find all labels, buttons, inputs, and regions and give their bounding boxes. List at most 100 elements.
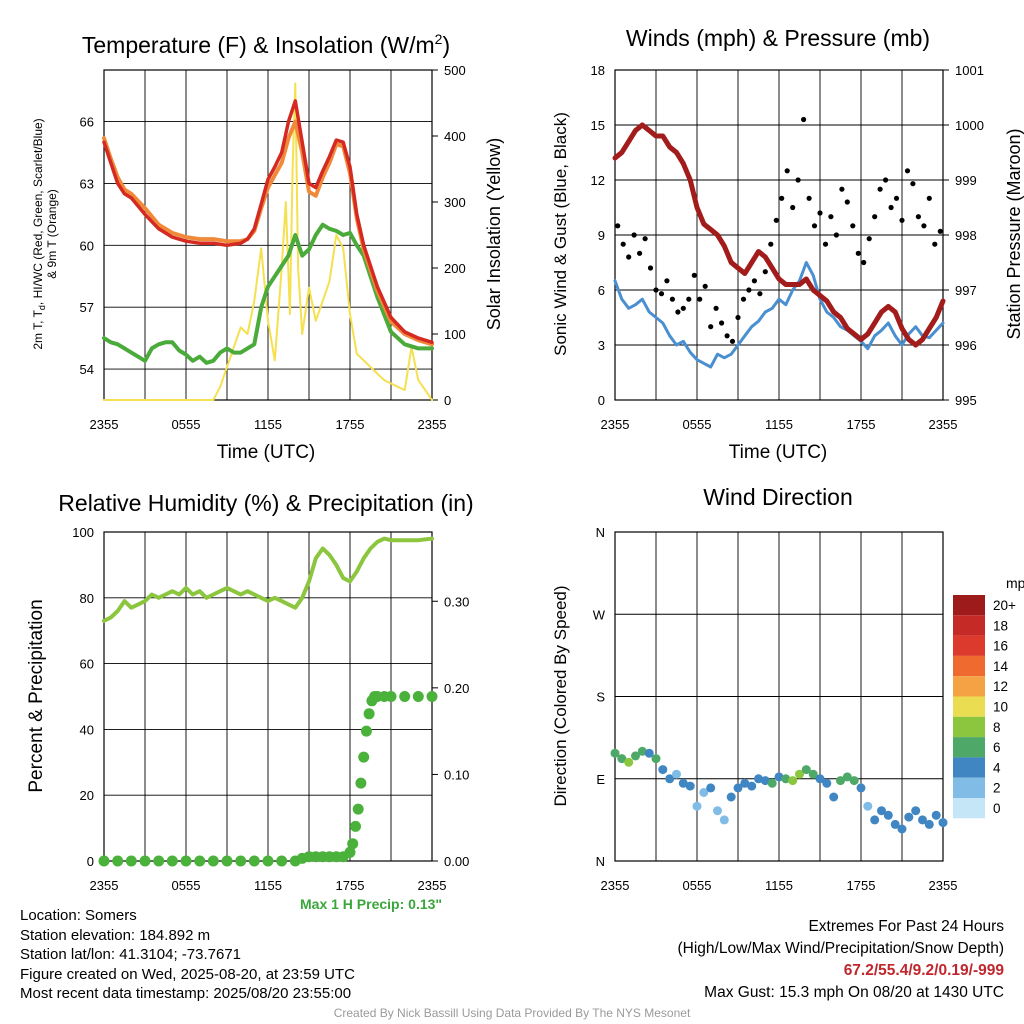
max-gust-text: Max Gust: 15.3 mph On 08/20 at 1430 UTC: [704, 984, 1004, 1001]
x-tick-label: 2355: [929, 878, 958, 893]
legend-label: 20+: [993, 598, 1016, 613]
y-right-tick-label: 0.10: [444, 767, 469, 782]
precip-point: [98, 855, 110, 867]
legend-label: 0: [993, 801, 1001, 816]
gust-point: [642, 236, 648, 242]
temperature-xlabel: Time (UTC): [217, 442, 316, 463]
legend-swatch: [953, 676, 985, 697]
gust-point: [647, 265, 654, 271]
x-tick-label: 0555: [683, 878, 712, 893]
precip-point: [344, 846, 356, 858]
x-tick-label: 0555: [172, 878, 201, 893]
gust-point: [658, 291, 665, 297]
panel-2-axes: 0 20 40 60 80 100 0.00 0.10 0.20 0.30 2355 0555 1155…: [72, 525, 469, 893]
y-tick-label: 60: [80, 238, 94, 253]
x-tick-label: 2355: [929, 417, 958, 432]
recent-text: Most recent data timestamp: 2025/08/20 2…: [20, 985, 352, 1002]
y-right-tick-label: 998: [955, 228, 977, 243]
gust-point: [833, 232, 840, 238]
gust-point: [680, 305, 686, 311]
direction-point: [781, 774, 791, 784]
max-precip-label: Max 1 H Precip: 0.13": [300, 896, 443, 912]
gust-point: [664, 278, 670, 284]
gust-point: [686, 296, 692, 302]
y-tick-label: N: [596, 525, 605, 540]
pressure-ylabel: Station Pressure (Maroon): [1004, 128, 1024, 339]
direction-point: [767, 778, 777, 788]
y-tick-label: 9: [598, 228, 605, 243]
direction-point: [883, 810, 893, 820]
rh-panel: Relative Humidity (%) & Precipitation (i…: [26, 490, 474, 793]
y-tick-label: 63: [80, 176, 94, 191]
direction-point: [897, 824, 907, 834]
direction-point: [637, 746, 647, 756]
direction-point: [726, 792, 736, 802]
y-tick-label: W: [593, 607, 606, 622]
gust-point: [729, 338, 736, 344]
direction-point: [842, 772, 852, 782]
precip-point: [385, 691, 397, 702]
plot-frame: [614, 69, 944, 401]
precip-point: [112, 855, 124, 867]
sonic-wind-line: [613, 261, 945, 369]
precip-point: [139, 855, 151, 867]
temperature-ylabel-2: & 9m T (Orange): [45, 189, 59, 279]
x-tick-label: 1755: [336, 878, 365, 893]
legend-label: 8: [993, 720, 1001, 735]
extremes-values: 67.2/55.4/9.2/0.19/-999: [843, 962, 1004, 979]
y-tick-label: 40: [80, 722, 94, 737]
direction-point: [610, 748, 620, 758]
gust-point: [866, 236, 872, 242]
gust-point: [713, 305, 719, 311]
direction-point: [836, 776, 845, 786]
latlon-text: Station lat/lon: 41.3104; -73.7671: [20, 946, 242, 963]
gust-point: [773, 217, 779, 223]
direction-point: [924, 819, 934, 829]
precip-point: [412, 691, 424, 702]
gust-point: [899, 217, 905, 223]
direction-point: [822, 778, 832, 788]
legend-label: 4: [993, 760, 1001, 775]
precip-point: [399, 691, 411, 702]
x-tick-label: 2355: [601, 417, 630, 432]
elevation-text: Station elevation: 184.892 m: [20, 926, 211, 944]
direction-point: [644, 748, 654, 758]
x-tick-label: 0555: [683, 417, 712, 432]
gust-point: [779, 195, 785, 201]
gust-point: [708, 324, 714, 330]
legend-swatch: [953, 615, 985, 636]
gust-point: [855, 250, 861, 256]
gust-point: [669, 296, 676, 302]
x-tick-label: 2355: [418, 417, 447, 432]
gust-point: [844, 199, 850, 205]
direction-point: [815, 774, 825, 784]
y-tick-label: 3: [598, 338, 605, 353]
gust-point: [872, 214, 878, 220]
direction-point: [624, 757, 634, 767]
gust-point: [615, 223, 621, 229]
gust-point: [691, 272, 697, 278]
direction-point: [692, 801, 702, 811]
precip-point: [358, 751, 370, 763]
legend-swatch: [953, 635, 985, 656]
y-tick-label: N: [596, 854, 605, 869]
gust-point: [893, 195, 900, 201]
y-tick-label: 0: [598, 393, 605, 408]
rh-line: [102, 536, 434, 623]
y-tick-label: 60: [80, 657, 94, 672]
y-tick-label: 15: [591, 118, 605, 133]
y-right-tick-label: 300: [444, 195, 466, 210]
precip-point: [153, 855, 165, 867]
y-tick-label: 6: [598, 283, 605, 298]
direction-point: [829, 792, 839, 802]
gust-point: [888, 204, 894, 211]
y-right-tick-label: 0.30: [444, 594, 469, 609]
extremes-heading: Extremes For Past 24 Hours: [808, 918, 1004, 935]
precip-point: [125, 855, 137, 867]
gust-point: [850, 223, 856, 229]
direction-point: [760, 776, 770, 786]
x-tick-label: 1755: [336, 417, 365, 432]
gust-point: [926, 195, 932, 201]
x-tick-label: 1155: [765, 878, 793, 893]
